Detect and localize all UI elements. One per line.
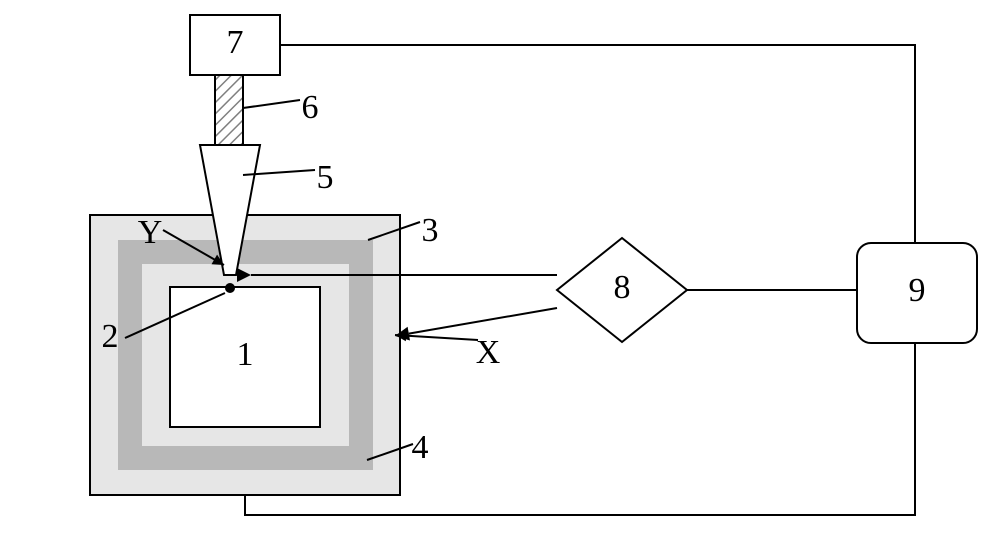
- arrow-bottom-line: [409, 308, 557, 334]
- node-2-dot: [225, 283, 235, 293]
- leader-l6: [243, 100, 300, 108]
- block-1-label: 1: [237, 336, 254, 373]
- label-n6: 6: [302, 89, 319, 126]
- label-Y: Y: [138, 214, 163, 251]
- wire-7-to-9: [280, 45, 915, 243]
- label-n4: 4: [412, 429, 429, 466]
- block-8-label: 8: [614, 269, 631, 306]
- block-6-bar: [215, 75, 243, 145]
- block-9-label: 9: [909, 272, 926, 309]
- diagram-canvas: 1 7 8 9 Y 2 5 6 3 4 X: [0, 0, 1000, 535]
- label-n2: 2: [102, 318, 119, 355]
- label-n3: 3: [422, 212, 439, 249]
- block-7-label: 7: [227, 24, 244, 61]
- label-X: X: [476, 334, 501, 371]
- label-n5: 5: [317, 159, 334, 196]
